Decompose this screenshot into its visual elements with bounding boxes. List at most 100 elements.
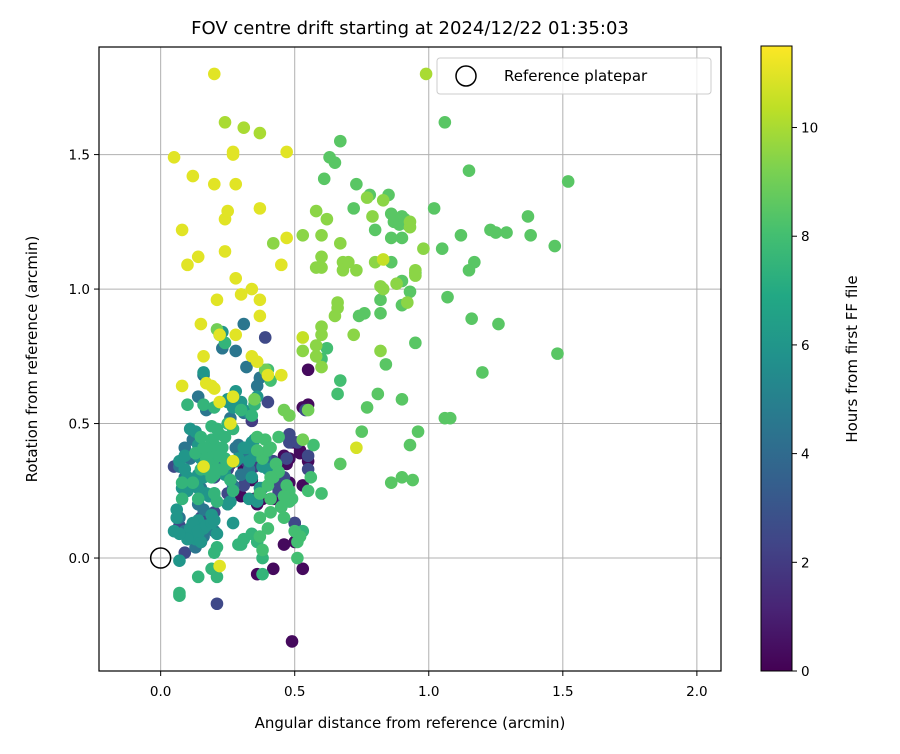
data-point <box>462 263 476 277</box>
data-point <box>229 177 243 191</box>
data-point <box>210 462 224 476</box>
data-point <box>500 226 513 239</box>
data-point <box>355 425 369 438</box>
data-point <box>301 363 315 377</box>
legend-label: Reference platepar <box>504 67 648 85</box>
data-point <box>275 500 288 514</box>
data-point <box>283 409 296 422</box>
data-point <box>237 121 251 134</box>
data-point <box>221 497 234 511</box>
x-tick-label: 2.0 <box>686 684 707 700</box>
data-point <box>175 379 189 393</box>
data-point <box>342 255 355 269</box>
y-axis-ticks: 0.0 0.5 1.0 1.5 <box>69 148 99 567</box>
data-point <box>315 228 328 242</box>
data-point <box>395 231 409 245</box>
y-tick-label: 1.5 <box>69 148 90 164</box>
x-axis-ticks: 0.0 0.5 1.0 1.5 2.0 <box>150 671 708 700</box>
data-point <box>395 471 409 484</box>
data-point <box>296 344 310 358</box>
data-point <box>207 177 221 191</box>
data-point <box>253 530 267 543</box>
data-point <box>253 202 267 215</box>
colorbar-ticks: 0 2 4 6 8 10 <box>792 121 818 680</box>
data-point <box>280 231 293 245</box>
data-point <box>462 164 476 178</box>
data-point <box>320 212 334 226</box>
data-points <box>167 67 575 648</box>
data-point <box>213 449 226 463</box>
data-point <box>245 282 259 296</box>
data-point <box>224 473 237 487</box>
data-point <box>226 145 240 159</box>
data-point <box>409 263 422 277</box>
data-point <box>245 471 259 484</box>
data-point <box>277 489 291 503</box>
data-point <box>323 150 336 164</box>
data-point <box>307 438 320 452</box>
data-point <box>296 228 310 242</box>
data-point <box>350 263 363 277</box>
legend: Reference platepar <box>436 57 712 95</box>
x-tick-label: 1.0 <box>418 684 439 700</box>
data-point <box>427 202 441 215</box>
data-point <box>301 449 315 463</box>
data-point <box>406 473 419 487</box>
colorbar-tick-label: 6 <box>801 338 810 354</box>
colorbar-label: Hours from first FF file <box>843 275 861 442</box>
data-point <box>384 231 398 245</box>
x-tick-label: 0.0 <box>150 684 171 700</box>
data-point <box>374 293 387 307</box>
data-point <box>441 290 454 304</box>
data-point <box>175 492 189 506</box>
data-point <box>226 454 240 468</box>
data-point <box>258 331 272 344</box>
data-point <box>417 242 430 256</box>
data-point <box>315 487 328 500</box>
data-point <box>296 433 310 446</box>
data-point <box>360 401 374 414</box>
data-point <box>395 393 409 406</box>
data-point <box>368 223 382 237</box>
data-point <box>186 476 200 490</box>
data-point <box>213 559 226 573</box>
data-point <box>301 403 315 417</box>
data-point <box>374 306 387 320</box>
data-point <box>296 562 310 576</box>
data-point <box>376 194 390 207</box>
data-point <box>253 293 267 307</box>
data-point <box>296 331 310 344</box>
data-point <box>331 387 344 401</box>
colorbar: 0 2 4 6 8 10 Hours from first FF file <box>760 45 861 680</box>
data-point <box>191 570 205 584</box>
grid <box>99 47 721 671</box>
data-point <box>291 551 304 565</box>
data-point <box>253 487 267 500</box>
data-point <box>492 317 505 331</box>
data-point <box>347 202 360 215</box>
data-point <box>250 379 264 393</box>
data-point <box>304 471 318 484</box>
data-point <box>264 492 277 506</box>
data-point <box>403 285 417 299</box>
colorbar-tick-label: 10 <box>801 121 818 137</box>
data-point <box>331 301 344 315</box>
data-point <box>226 516 240 530</box>
data-point <box>213 395 226 409</box>
data-point <box>548 239 562 253</box>
data-point <box>186 169 200 183</box>
data-point <box>379 358 393 371</box>
data-point <box>175 476 189 490</box>
data-point <box>561 175 575 188</box>
data-point <box>524 228 537 242</box>
colorbar-tick-label: 8 <box>801 229 810 245</box>
data-point <box>224 417 237 430</box>
data-point <box>194 317 208 331</box>
data-point <box>237 317 251 331</box>
data-point <box>454 228 468 242</box>
data-point <box>261 444 275 457</box>
data-point <box>226 484 240 498</box>
data-point <box>551 347 564 360</box>
data-point <box>250 444 264 457</box>
data-point <box>218 116 232 129</box>
